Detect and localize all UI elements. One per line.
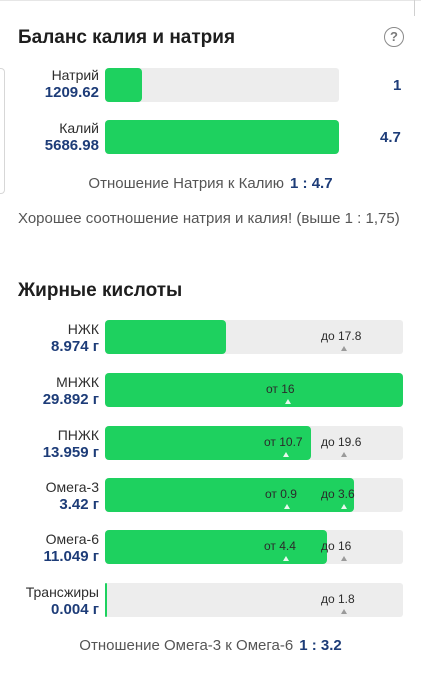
scroll-edge bbox=[414, 0, 415, 16]
fatty-row-min: от 4.4 bbox=[264, 539, 296, 553]
sodium-name: Натрий bbox=[51, 67, 99, 83]
balance-title: Баланс калия и натрия bbox=[18, 27, 236, 48]
potassium-label: Калий 5686.98 bbox=[45, 120, 99, 154]
fatty-row-max-marker bbox=[341, 452, 347, 457]
fatty-row-bar: до 17.8 bbox=[105, 320, 403, 354]
fatty-row-min: от 0.9 bbox=[265, 487, 297, 501]
fatty-row-name: Трансжиры bbox=[25, 584, 99, 600]
fatty-row-bar-fill bbox=[105, 373, 403, 407]
potassium-bar bbox=[105, 120, 339, 154]
balance-message: Хорошее соотношение натрия и калия! (выш… bbox=[18, 210, 400, 227]
top-divider bbox=[0, 0, 421, 4]
fatty-row-max: до 17.8 bbox=[321, 329, 362, 343]
fatty-acids-title: Жирные кислоты bbox=[18, 280, 183, 301]
sodium-ratio: 1 bbox=[393, 77, 402, 94]
fatty-row-label: МНЖК 29.892 г bbox=[43, 374, 99, 408]
fatty-row-value: 8.974 г bbox=[51, 338, 99, 355]
fatty-row-value: 0.004 г bbox=[51, 601, 99, 618]
fatty-row-max-marker bbox=[341, 609, 347, 614]
sodium-potassium-ratio: Отношение Натрия к Калию 1 : 4.7 bbox=[0, 175, 421, 192]
omega-ratio-value: 1 : 3.2 bbox=[299, 637, 342, 654]
fatty-row-bar: до 1.8 bbox=[105, 583, 403, 617]
potassium-value: 5686.98 bbox=[44, 137, 99, 154]
sodium-value: 1209.62 bbox=[44, 84, 99, 101]
fatty-row-max-marker bbox=[341, 346, 347, 351]
potassium-ratio: 4.7 bbox=[380, 129, 401, 146]
fatty-row-name: НЖК bbox=[67, 321, 99, 337]
fatty-row-max: до 1.8 bbox=[321, 592, 355, 606]
fatty-row-min-marker bbox=[283, 556, 289, 561]
sodium-potassium-ratio-value: 1 : 4.7 bbox=[290, 175, 333, 192]
fatty-row-label: Омега-3 3.42 г bbox=[46, 479, 99, 513]
question-circle-icon[interactable]: ? bbox=[384, 27, 404, 47]
potassium-name: Калий bbox=[59, 120, 99, 136]
sodium-potassium-ratio-label: Отношение Натрия к Калию bbox=[88, 175, 285, 192]
fatty-row-max: до 3.6 bbox=[321, 487, 355, 501]
fatty-row-label: Омега-6 11.049 г bbox=[44, 531, 99, 565]
fatty-row-max-marker bbox=[341, 556, 347, 561]
fatty-row-name: Омега-6 bbox=[45, 531, 99, 547]
fatty-row-bar: от 10.7 до 19.6 bbox=[105, 426, 403, 460]
fatty-row-min-marker bbox=[283, 452, 289, 457]
fatty-row-label: НЖК 8.974 г bbox=[51, 321, 99, 355]
potassium-bar-fill bbox=[105, 120, 339, 154]
fatty-row-value: 11.049 г bbox=[43, 548, 99, 565]
fatty-row-label: ПНЖК 13.959 г bbox=[43, 427, 99, 461]
omega-ratio-label: Отношение Омега-3 к Омега-6 bbox=[79, 637, 294, 654]
fatty-row-bar-fill bbox=[105, 583, 107, 617]
fatty-row-min: от 10.7 bbox=[264, 435, 303, 449]
fatty-row-name: ПНЖК bbox=[57, 427, 99, 443]
fatty-row-min: от 16 bbox=[266, 382, 295, 396]
fatty-row-bar-fill bbox=[105, 320, 226, 354]
omega-ratio: Отношение Омега-3 к Омега-6 1 : 3.2 bbox=[0, 637, 421, 654]
fatty-row-bar: от 0.9 до 3.6 bbox=[105, 478, 403, 512]
fatty-row-bar-fill bbox=[105, 426, 311, 460]
sodium-label: Натрий 1209.62 bbox=[45, 67, 99, 101]
fatty-row-value: 29.892 г bbox=[42, 391, 99, 408]
fatty-row-bar-fill bbox=[105, 530, 327, 564]
fatty-row-max: до 19.6 bbox=[321, 435, 362, 449]
fatty-row-bar: от 16 bbox=[105, 373, 403, 407]
fatty-row-bar: от 4.4 до 16 bbox=[105, 530, 403, 564]
fatty-row-value: 3.42 г bbox=[59, 496, 99, 513]
sodium-bar bbox=[105, 68, 339, 102]
fatty-row-name: МНЖК bbox=[56, 374, 99, 390]
fatty-row-min-marker bbox=[285, 399, 291, 404]
fatty-row-bar-fill bbox=[105, 478, 354, 512]
fatty-row-value: 13.959 г bbox=[42, 444, 99, 461]
fatty-row-max: до 16 bbox=[321, 539, 352, 553]
fatty-row-min-marker bbox=[284, 504, 290, 509]
fatty-row-max-marker bbox=[341, 504, 347, 509]
sodium-bar-fill bbox=[105, 68, 143, 102]
fatty-row-name: Омега-3 bbox=[45, 479, 99, 495]
fatty-row-label: Трансжиры 0.004 г bbox=[26, 584, 99, 618]
side-handle[interactable] bbox=[0, 68, 5, 194]
